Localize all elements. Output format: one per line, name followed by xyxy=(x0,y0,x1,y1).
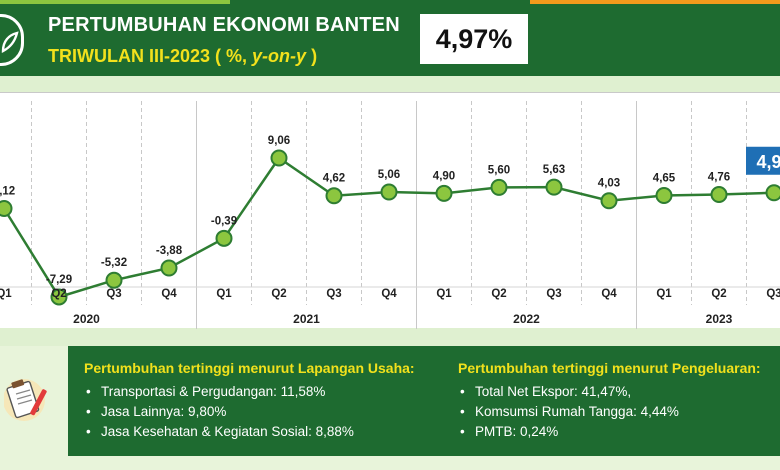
data-point xyxy=(0,199,13,217)
x-tick-label: Q2 xyxy=(491,288,506,300)
data-label: 4,62 xyxy=(323,173,345,185)
x-tick-label: Q1 xyxy=(216,288,232,300)
year-label: 2022 xyxy=(513,312,540,326)
top-color-strip xyxy=(0,0,780,4)
headline-growth-value: 4,97% xyxy=(420,14,528,64)
data-point xyxy=(50,288,68,306)
x-tick-label: Q3 xyxy=(326,288,341,300)
data-label: -3,88 xyxy=(156,245,183,257)
data-point xyxy=(435,184,453,202)
data-label: 4,90 xyxy=(433,170,455,182)
data-point xyxy=(325,187,343,205)
data-point xyxy=(600,192,618,210)
x-tick-label: Q1 xyxy=(0,288,12,300)
highlights-panel: Pertumbuhan tertinggi menurut Lapangan U… xyxy=(68,346,780,456)
highlight-label-box xyxy=(746,146,780,175)
pengeluaran-title: Pertumbuhan tertinggi menurut Pengeluara… xyxy=(458,360,761,376)
data-label: -7,29 xyxy=(46,274,72,286)
data-label: -0,39 xyxy=(211,215,237,227)
data-label: 4,03 xyxy=(598,178,620,190)
x-tick-label: Q2 xyxy=(271,288,286,300)
data-label: -5,32 xyxy=(101,257,127,269)
data-label: 4,65 xyxy=(653,172,676,184)
data-point xyxy=(215,229,233,247)
lapangan-usaha-section: Pertumbuhan tertinggi menurut Lapangan U… xyxy=(84,360,444,442)
lapangan-usaha-title: Pertumbuhan tertinggi menurut Lapangan U… xyxy=(84,360,415,376)
list-item: Komsumsi Rumah Tangga: 4,44% xyxy=(458,402,780,422)
clipboard-icon xyxy=(4,379,47,421)
x-tick-label: Q1 xyxy=(436,288,452,300)
leaf-circle-icon xyxy=(0,14,24,66)
list-item: Transportasi & Pergudangan: 11,58% xyxy=(84,382,444,402)
data-point xyxy=(380,183,398,201)
x-tick-label: Q4 xyxy=(381,288,397,300)
data-point xyxy=(765,184,780,202)
data-label: 5,60 xyxy=(488,164,510,176)
x-tick-label: Q2 xyxy=(711,288,726,300)
year-label: 2020 xyxy=(73,312,100,326)
year-label: 2021 xyxy=(293,312,320,326)
data-point xyxy=(710,186,728,204)
data-label: 4,97 xyxy=(756,152,780,172)
x-tick-label: Q3 xyxy=(766,288,780,300)
x-tick-label: Q4 xyxy=(161,288,177,300)
data-label: 3,12 xyxy=(0,185,15,197)
data-label: 9,06 xyxy=(268,135,290,147)
header-banner: PERTUMBUHAN EKONOMI BANTEN TRIWULAN III-… xyxy=(0,4,780,76)
data-point xyxy=(270,149,288,167)
data-label: 5,06 xyxy=(378,169,400,181)
data-label: 4,76 xyxy=(708,172,730,184)
growth-line-chart: 3,12 -7,29 -5,32 -3,88 -0,39 9,06 4,62 5,06 4,90… xyxy=(0,92,780,329)
pengeluaran-section: Pertumbuhan tertinggi menurut Pengeluara… xyxy=(458,360,780,442)
data-point xyxy=(545,178,563,196)
clipboard-panel xyxy=(0,346,68,456)
x-tick-label: Q3 xyxy=(106,288,121,300)
x-tick-label: Q3 xyxy=(546,288,561,300)
data-point xyxy=(160,259,178,277)
bottom-strip xyxy=(0,456,780,470)
data-point xyxy=(490,178,508,196)
data-point xyxy=(655,186,673,204)
data-point xyxy=(105,271,123,289)
list-item: Jasa Kesehatan & Kegiatan Sosial: 8,88% xyxy=(84,422,444,442)
x-tick-label: Q2 xyxy=(51,288,66,300)
page-subtitle: TRIWULAN III-2023 ( %, y-on-y ) xyxy=(48,46,318,66)
list-item: PMTB: 0,24% xyxy=(458,422,780,442)
data-label: 5,63 xyxy=(543,164,565,176)
page-title: PERTUMBUHAN EKONOMI BANTEN xyxy=(48,14,400,36)
x-tick-label: Q1 xyxy=(656,288,672,300)
year-label: 2023 xyxy=(706,312,733,326)
list-item: Jasa Lainnya: 9,80% xyxy=(84,402,444,422)
x-tick-label: Q4 xyxy=(601,288,617,300)
list-item: Total Net Ekspor: 41,47%, xyxy=(458,382,780,402)
